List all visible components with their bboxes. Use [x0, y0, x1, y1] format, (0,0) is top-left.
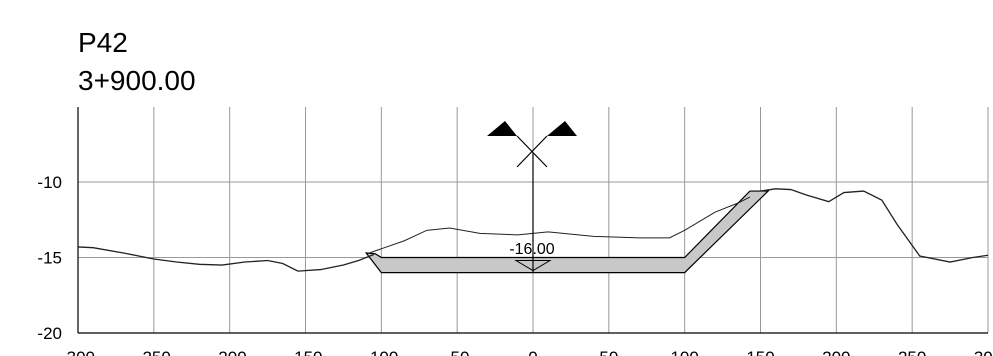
- left-flag-icon: [487, 121, 517, 136]
- axis-tick-labels: -300 -250 -200 -150 -100 -50 0 50 100 150 200 250 30…: [37, 173, 993, 356]
- station-label: 3+900.00: [78, 65, 196, 96]
- x-tick-label: -200: [213, 348, 247, 356]
- x-tick-label: -300: [61, 348, 95, 356]
- profile-name: P42: [78, 27, 128, 58]
- x-tick-label: -250: [137, 348, 171, 356]
- x-tick-label: -100: [364, 348, 398, 356]
- y-tick-label: -10: [37, 173, 62, 192]
- existing-ground-left: [77, 246, 374, 272]
- x-tick-label: 200: [822, 348, 850, 356]
- upper-ground-line: [369, 196, 751, 254]
- x-tick-label: 150: [746, 348, 774, 356]
- x-tick-label: 100: [670, 348, 698, 356]
- x-tick-label: -150: [288, 348, 322, 356]
- y-tick-label: -20: [37, 324, 62, 343]
- existing-ground-right: [760, 188, 989, 263]
- channel-body: [364, 190, 770, 274]
- channel-section: [364, 190, 770, 274]
- design-level-label: -16.00: [509, 241, 554, 258]
- right-flag-icon: [547, 121, 577, 136]
- y-tick-label: -15: [37, 249, 62, 268]
- centerline-marker: [487, 121, 577, 273]
- x-tick-label: 300: [974, 348, 993, 356]
- profile-lines: [77, 188, 989, 272]
- x-tick-label: 250: [898, 348, 926, 356]
- x-tick-label: -50: [445, 348, 470, 356]
- x-tick-label: 50: [599, 348, 618, 356]
- x-tick-label: 0: [528, 348, 537, 356]
- cross-line-b: [516, 135, 548, 168]
- level-triangle-icon: [514, 260, 552, 272]
